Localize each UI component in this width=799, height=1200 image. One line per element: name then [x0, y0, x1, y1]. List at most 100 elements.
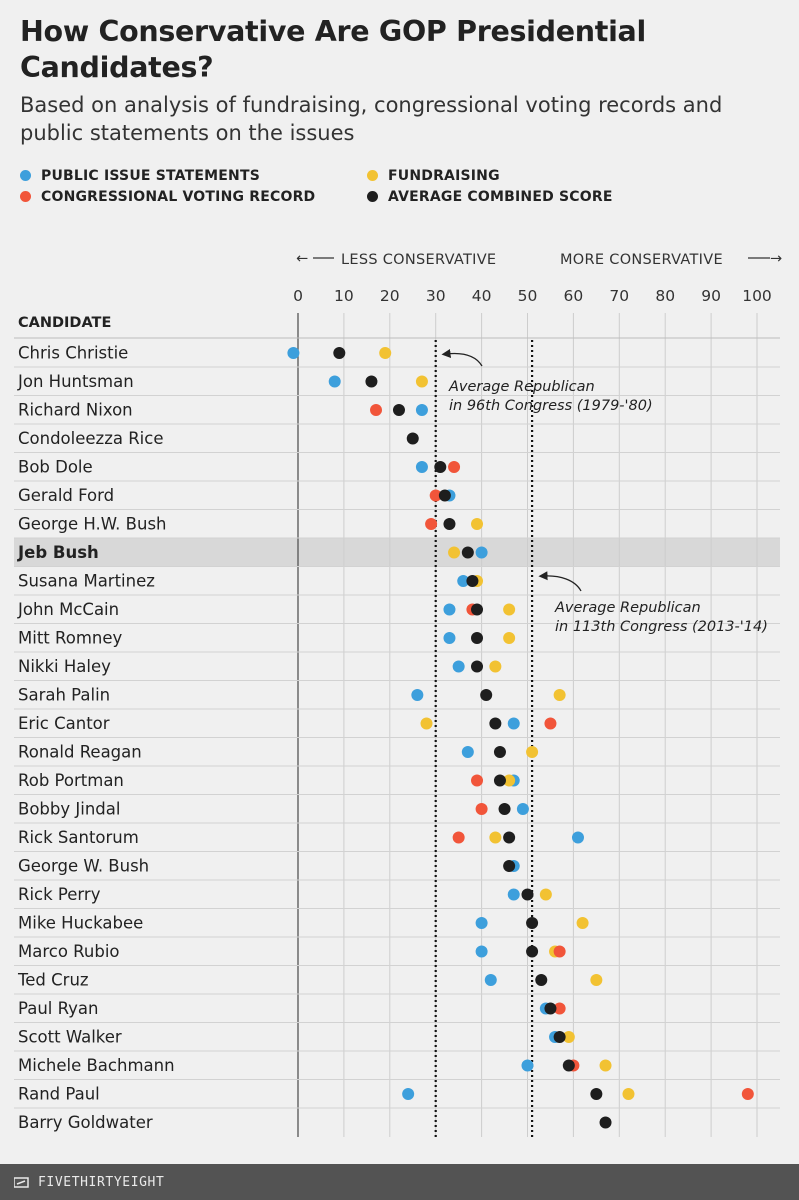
annotation-113th-line2: in 113th Congress (2013-'14): [555, 619, 768, 635]
point-public-rick-santorum: [571, 831, 584, 844]
point-average-barry-goldwater: [599, 1116, 612, 1129]
candidate-name: George W. Bush: [18, 857, 149, 876]
candidate-name: John McCain: [17, 600, 119, 619]
x-tick-label: 20: [380, 287, 400, 305]
point-public-rand-paul: [402, 1088, 415, 1100]
point-average-george-w-bush: [503, 860, 516, 872]
point-voting-bobby-jindal: [475, 803, 488, 815]
annotation-113th-line1: Average Republican: [554, 600, 701, 616]
legend-dot-fundraising: [367, 170, 378, 181]
candidate-name: Susana Martinez: [18, 572, 155, 591]
legend-label-fundraising: FUNDRAISING: [388, 168, 500, 184]
candidate-name: Sarah Palin: [18, 686, 110, 705]
point-public-jon-huntsman: [328, 375, 341, 388]
point-voting-george-h-w-bush: [425, 518, 438, 530]
x-tick-label: 50: [518, 287, 538, 305]
point-average-bobby-jindal: [498, 803, 511, 815]
reference-lines: Average Republican in 96th Congress (1979…: [434, 340, 768, 1137]
point-fundraising-john-mccain: [503, 603, 516, 616]
point-public-marco-rubio: [475, 945, 488, 958]
highlight-row-jeb-bush: [14, 537, 780, 567]
highlight-layer: [14, 537, 780, 567]
x-tick-label: 70: [609, 287, 629, 305]
candidate-name: Mike Huckabee: [18, 914, 143, 933]
page-title: How Conservative Are GOP Presidential Ca…: [20, 15, 646, 84]
point-fundraising-scott-walker: [562, 1031, 575, 1043]
candidate-name: Eric Cantor: [18, 714, 110, 733]
point-public-ronald-reagan: [461, 746, 474, 758]
point-fundraising-chris-christie: [379, 347, 392, 359]
direction-left-label: LESS CONSERVATIVE: [341, 252, 496, 268]
point-average-john-mccain: [471, 603, 484, 616]
point-average-rob-portman: [493, 774, 506, 787]
point-average-george-h-w-bush: [443, 518, 456, 530]
point-fundraising-rick-perry: [539, 888, 552, 901]
point-average-michele-bachmann: [562, 1059, 575, 1072]
candidate-name: Condoleezza Rice: [18, 429, 163, 448]
grid-layer: [297, 313, 758, 1137]
legend-item-voting: CONGRESSIONAL VOTING RECORD: [20, 189, 315, 205]
candidate-name: Paul Ryan: [18, 999, 99, 1018]
page-subtitle: Based on analysis of fundraising, congre…: [20, 93, 723, 145]
candidate-name: Rick Santorum: [18, 828, 139, 847]
data-points: [287, 347, 754, 1129]
candidate-name: Ronald Reagan: [18, 743, 142, 762]
candidate-name: Barry Goldwater: [18, 1113, 153, 1132]
point-average-susana-martinez: [466, 575, 479, 587]
legend-item-public: PUBLIC ISSUE STATEMENTS: [20, 168, 260, 184]
point-public-mitt-romney: [443, 632, 456, 644]
candidate-name: Ted Cruz: [17, 971, 89, 990]
candidate-name: George H.W. Bush: [18, 515, 167, 534]
x-tick-label: 10: [334, 287, 354, 305]
row-separators: [14, 337, 780, 1109]
point-average-jon-huntsman: [365, 375, 378, 388]
candidate-name: Rob Portman: [18, 771, 124, 790]
footer-brand: FIVETHIRTYEIGHT: [38, 1175, 165, 1190]
point-average-mitt-romney: [471, 632, 484, 644]
point-average-nikki-haley: [471, 660, 484, 673]
point-average-gerald-ford: [438, 489, 451, 502]
annotation-arrow-96th: [441, 348, 483, 367]
point-average-scott-walker: [553, 1031, 566, 1043]
point-voting-eric-cantor: [544, 717, 557, 730]
x-tick-label: 0: [293, 287, 303, 305]
point-fundraising-michele-bachmann: [599, 1059, 612, 1072]
candidate-name: Nikki Haley: [18, 657, 111, 676]
fivethirtyeight-logo-icon: [14, 1177, 29, 1188]
point-average-condoleezza-rice: [406, 432, 419, 445]
point-average-rick-perry: [521, 888, 534, 901]
candidate-name: Jon Huntsman: [17, 372, 134, 391]
point-public-bobby-jindal: [516, 803, 529, 815]
arrow-right-icon: →: [770, 251, 782, 267]
point-fundraising-mike-huckabee: [576, 917, 589, 929]
candidate-name: Scott Walker: [18, 1028, 122, 1047]
point-public-john-mccain: [443, 603, 456, 616]
x-tick-label: 40: [472, 287, 492, 305]
x-tick-labels: 0 10 20 30 40 50 60 70 80 90 100: [293, 287, 772, 305]
x-tick-label: 30: [426, 287, 446, 305]
direction-right-label: MORE CONSERVATIVE: [560, 252, 723, 268]
point-average-jeb-bush: [461, 546, 474, 559]
x-tick-label: 90: [701, 287, 721, 305]
point-public-bob-dole: [415, 461, 428, 473]
point-public-jeb-bush: [475, 546, 488, 559]
legend-label-public: PUBLIC ISSUE STATEMENTS: [41, 168, 260, 184]
point-public-richard-nixon: [415, 404, 428, 416]
point-public-nikki-haley: [452, 660, 465, 673]
point-public-eric-cantor: [507, 717, 520, 730]
candidate-name: Chris Christie: [18, 344, 128, 363]
point-voting-bob-dole: [448, 461, 461, 473]
candidate-name: Rick Perry: [18, 885, 101, 904]
point-fundraising-eric-cantor: [420, 717, 433, 730]
point-fundraising-rob-portman: [503, 774, 516, 787]
legend-item-average: AVERAGE COMBINED SCORE: [367, 189, 613, 205]
candidate-name: Bobby Jindal: [18, 800, 120, 819]
point-fundraising-nikki-haley: [489, 660, 502, 673]
point-voting-rob-portman: [471, 774, 484, 787]
point-fundraising-rand-paul: [622, 1088, 635, 1100]
point-fundraising-jon-huntsman: [415, 375, 428, 388]
point-average-richard-nixon: [392, 404, 405, 416]
point-voting-richard-nixon: [370, 404, 383, 416]
candidate-name: Gerald Ford: [18, 486, 114, 505]
point-average-marco-rubio: [526, 945, 539, 958]
